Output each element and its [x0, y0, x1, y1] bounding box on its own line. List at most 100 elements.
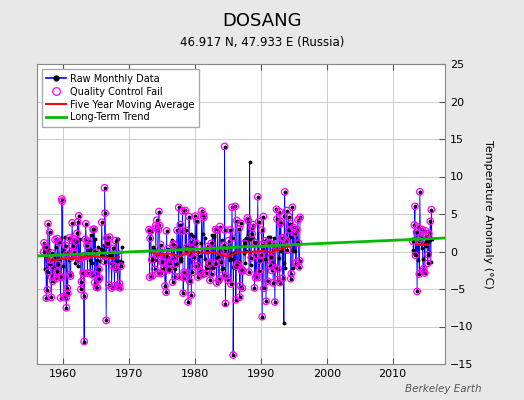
Point — [418, 226, 426, 233]
Point — [165, 266, 173, 272]
Point — [77, 286, 85, 293]
Point — [166, 260, 174, 266]
Point — [80, 271, 88, 277]
Point — [188, 269, 196, 276]
Point — [228, 235, 237, 241]
Point — [88, 272, 96, 278]
Point — [264, 278, 272, 284]
Point — [82, 253, 91, 259]
Point — [164, 254, 172, 260]
Point — [427, 206, 435, 213]
Point — [294, 240, 303, 246]
Point — [152, 225, 160, 231]
Point — [56, 274, 64, 280]
Point — [154, 270, 162, 276]
Point — [70, 250, 79, 257]
Point — [47, 257, 55, 263]
Point — [154, 227, 162, 233]
Point — [185, 214, 193, 220]
Point — [68, 220, 77, 226]
Point — [100, 258, 108, 265]
Point — [74, 213, 83, 219]
Point — [241, 240, 249, 247]
Point — [77, 278, 85, 285]
Point — [417, 235, 425, 241]
Point — [46, 229, 54, 236]
Point — [48, 250, 57, 256]
Point — [60, 293, 68, 300]
Point — [238, 285, 247, 292]
Point — [158, 259, 166, 265]
Point — [270, 299, 279, 305]
Point — [259, 213, 267, 220]
Point — [421, 270, 429, 276]
Point — [150, 266, 159, 272]
Point — [221, 227, 229, 233]
Point — [248, 231, 256, 237]
Point — [288, 204, 297, 210]
Point — [107, 285, 116, 291]
Point — [190, 263, 199, 270]
Point — [155, 208, 163, 215]
Point — [156, 251, 164, 257]
Point — [54, 261, 62, 268]
Point — [155, 222, 163, 229]
Point — [190, 254, 198, 260]
Point — [251, 239, 259, 246]
Point — [216, 223, 224, 230]
Point — [73, 230, 81, 236]
Point — [274, 266, 282, 272]
Point — [66, 273, 74, 279]
Point — [45, 269, 53, 275]
Point — [109, 245, 117, 252]
Point — [250, 285, 259, 291]
Point — [174, 204, 183, 211]
Point — [235, 226, 243, 232]
Point — [215, 276, 224, 282]
Point — [159, 266, 168, 272]
Point — [295, 264, 303, 270]
Point — [410, 222, 419, 228]
Point — [52, 275, 60, 282]
Point — [112, 266, 120, 272]
Point — [226, 227, 235, 233]
Point — [151, 222, 160, 229]
Point — [170, 254, 178, 261]
Point — [296, 214, 304, 220]
Point — [105, 282, 113, 288]
Point — [171, 274, 179, 280]
Point — [211, 226, 220, 233]
Point — [243, 215, 252, 221]
Point — [52, 268, 61, 274]
Point — [80, 293, 89, 299]
Point — [180, 269, 188, 275]
Point — [161, 283, 169, 289]
Point — [198, 272, 206, 278]
Point — [269, 280, 277, 286]
Point — [206, 277, 214, 284]
Point — [41, 244, 50, 250]
Point — [253, 273, 261, 279]
Point — [111, 238, 119, 244]
Point — [285, 227, 293, 233]
Point — [416, 238, 424, 245]
Point — [411, 203, 419, 210]
Point — [61, 242, 70, 249]
Point — [291, 230, 299, 236]
Point — [145, 226, 153, 233]
Point — [103, 235, 111, 241]
Point — [413, 224, 422, 230]
Point — [58, 274, 66, 280]
Point — [49, 278, 57, 284]
Point — [81, 252, 89, 259]
Point — [282, 237, 290, 243]
Point — [228, 204, 236, 210]
Point — [48, 274, 56, 280]
Point — [279, 234, 287, 241]
Point — [81, 236, 90, 242]
Point — [257, 252, 265, 259]
Point — [262, 298, 270, 304]
Point — [42, 295, 50, 301]
Point — [296, 258, 304, 264]
Point — [409, 238, 417, 244]
